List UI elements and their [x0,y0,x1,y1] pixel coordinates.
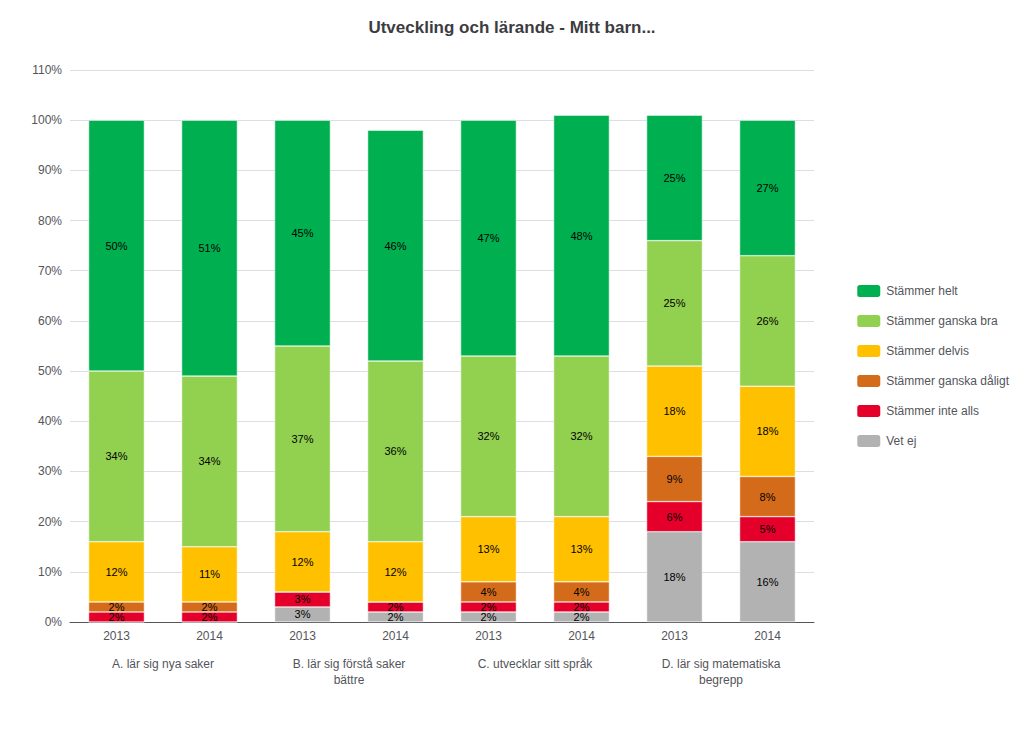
svg-text:18%: 18% [663,405,685,417]
svg-text:3%: 3% [295,608,311,620]
svg-text:2013: 2013 [475,629,502,643]
svg-text:40%: 40% [38,414,62,428]
svg-text:C. utvecklar sitt språk: C. utvecklar sitt språk [478,657,594,671]
svg-text:60%: 60% [38,314,62,328]
svg-text:A. lär sig nya saker: A. lär sig nya saker [112,657,214,671]
svg-text:27%: 27% [756,182,778,194]
svg-text:2%: 2% [481,601,497,613]
svg-text:4%: 4% [574,586,590,598]
svg-text:37%: 37% [291,433,313,445]
svg-text:110%: 110% [32,63,62,77]
svg-text:32%: 32% [477,430,499,442]
svg-text:begrepp: begrepp [699,673,743,687]
svg-text:2013: 2013 [289,629,316,643]
svg-text:Utveckling och lärande - Mitt: Utveckling och lärande - Mitt barn... [368,18,655,37]
svg-text:8%: 8% [760,491,776,503]
svg-text:Vet ej: Vet ej [886,434,916,448]
svg-text:46%: 46% [384,240,406,252]
svg-text:50%: 50% [105,240,127,252]
svg-text:20%: 20% [38,515,62,529]
svg-text:2%: 2% [109,601,125,613]
svg-text:2013: 2013 [103,629,130,643]
svg-text:2%: 2% [574,601,590,613]
svg-text:2014: 2014 [568,629,595,643]
svg-text:2%: 2% [387,611,404,623]
svg-text:9%: 9% [667,473,683,485]
svg-text:34%: 34% [105,450,127,462]
svg-text:26%: 26% [756,315,778,327]
svg-text:25%: 25% [663,172,685,184]
svg-text:18%: 18% [663,571,685,583]
svg-text:Stämmer ganska dåligt: Stämmer ganska dåligt [886,374,1009,388]
svg-text:2%: 2% [202,601,218,613]
svg-text:45%: 45% [291,227,313,239]
svg-text:36%: 36% [384,445,406,457]
svg-text:48%: 48% [570,230,592,242]
svg-text:32%: 32% [570,430,592,442]
svg-text:2014: 2014 [754,629,781,643]
svg-text:25%: 25% [663,297,685,309]
svg-text:12%: 12% [105,566,127,578]
svg-text:30%: 30% [38,464,62,478]
svg-text:47%: 47% [477,232,499,244]
svg-text:50%: 50% [38,364,62,378]
svg-text:90%: 90% [38,163,62,177]
svg-text:18%: 18% [756,425,778,437]
svg-text:13%: 13% [570,543,592,555]
svg-text:2014: 2014 [196,629,223,643]
svg-text:11%: 11% [199,568,220,580]
svg-text:Stämmer inte alls: Stämmer inte alls [886,404,979,418]
svg-text:D. lär sig matematiska: D. lär sig matematiska [662,657,781,671]
svg-text:2%: 2% [480,611,497,623]
svg-text:51%: 51% [198,242,220,254]
svg-text:3%: 3% [295,593,311,605]
svg-text:12%: 12% [291,556,313,568]
svg-text:2014: 2014 [382,629,409,643]
svg-text:80%: 80% [38,214,62,228]
svg-text:6%: 6% [667,511,683,523]
svg-text:Stämmer helt: Stämmer helt [886,284,958,298]
svg-text:100%: 100% [31,113,62,127]
svg-text:13%: 13% [477,543,499,555]
svg-text:4%: 4% [481,586,497,598]
svg-text:2%: 2% [573,611,590,623]
svg-text:70%: 70% [38,264,62,278]
svg-text:16%: 16% [756,576,778,588]
svg-text:bättre: bättre [334,673,365,687]
svg-text:2%: 2% [388,601,404,613]
svg-text:B. lär sig förstå saker: B. lär sig förstå saker [293,657,406,671]
svg-text:2%: 2% [201,611,218,623]
svg-text:2%: 2% [108,611,125,623]
svg-text:12%: 12% [384,566,406,578]
svg-text:2013: 2013 [661,629,688,643]
svg-text:Stämmer ganska bra: Stämmer ganska bra [886,314,998,328]
svg-text:Stämmer delvis: Stämmer delvis [886,344,969,358]
svg-text:34%: 34% [198,455,220,467]
svg-text:0%: 0% [45,615,63,629]
svg-text:10%: 10% [38,565,62,579]
svg-text:5%: 5% [760,523,776,535]
